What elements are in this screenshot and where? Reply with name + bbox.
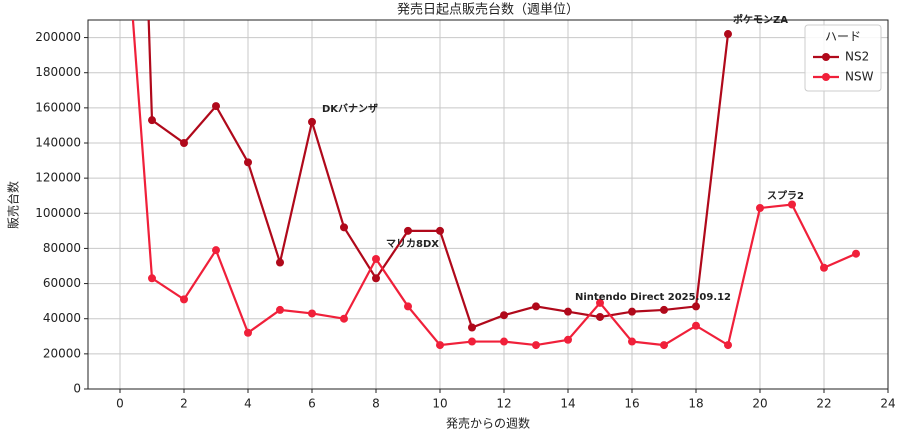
x-tick-label: 0	[116, 397, 124, 411]
data-point	[308, 309, 316, 318]
x-tick-label: 12	[496, 397, 511, 411]
annotation: ポケモンZA	[733, 13, 788, 26]
y-axis-label: 販売台数	[6, 181, 21, 229]
x-tick-label: 22	[816, 397, 831, 411]
data-point	[660, 305, 668, 314]
x-tick-label: 20	[752, 397, 767, 411]
legend-marker	[822, 53, 830, 61]
data-point	[212, 246, 220, 255]
data-point	[148, 116, 156, 125]
data-point	[244, 158, 252, 167]
legend-label: NSW	[845, 70, 874, 84]
x-tick-label: 8	[372, 397, 380, 411]
y-tick-label: 20000	[43, 346, 81, 360]
data-point	[820, 263, 828, 272]
data-point	[276, 305, 284, 314]
data-point	[532, 302, 540, 311]
data-point	[756, 204, 764, 213]
data-point	[404, 302, 412, 311]
data-point	[148, 274, 156, 283]
data-point	[436, 341, 444, 350]
y-tick-label: 80000	[43, 241, 81, 255]
data-point	[788, 200, 796, 209]
data-point	[692, 302, 700, 311]
y-tick-label: 0	[73, 382, 81, 396]
data-point	[276, 258, 284, 267]
data-point	[340, 314, 348, 323]
data-point	[724, 341, 732, 350]
y-tick-label: 120000	[35, 171, 81, 185]
plot-frame	[87, 19, 889, 390]
data-point	[436, 226, 444, 235]
data-point	[308, 117, 316, 126]
data-point	[180, 139, 188, 147]
y-tick-label: 160000	[35, 100, 81, 114]
data-point	[404, 226, 412, 235]
annotation: マリカ8DX	[386, 238, 439, 250]
y-tick-label: 100000	[35, 206, 81, 220]
series-line	[147, 20, 730, 329]
x-tick-label: 16	[624, 397, 639, 411]
plot-area	[131, 20, 860, 350]
series-line	[131, 20, 857, 347]
data-point	[372, 254, 380, 263]
y-tick-label: 60000	[43, 276, 81, 290]
data-point	[468, 323, 476, 332]
annotation: DKバナンザ	[322, 103, 378, 115]
data-point	[500, 311, 508, 320]
data-point	[596, 312, 604, 321]
y-tick-label: 140000	[35, 136, 81, 150]
annotation: Nintendo Direct 2025.09.12	[575, 292, 731, 303]
x-tick-label: 2	[180, 397, 188, 411]
data-point	[852, 249, 860, 258]
data-point	[564, 307, 572, 316]
data-point	[468, 337, 476, 346]
legend-marker	[822, 73, 830, 81]
data-point	[660, 341, 668, 350]
data-point	[372, 274, 380, 283]
data-point	[724, 30, 732, 39]
data-point	[500, 337, 508, 346]
legend-title: ハード	[825, 30, 861, 44]
y-tick-label: 200000	[35, 30, 81, 44]
x-tick-label: 18	[688, 397, 703, 411]
x-tick-label: 14	[560, 397, 575, 411]
data-point	[532, 341, 540, 350]
y-tick-label: 180000	[35, 65, 81, 79]
data-point	[692, 321, 700, 330]
data-point	[212, 102, 220, 111]
data-point	[180, 295, 188, 304]
data-point	[340, 223, 348, 232]
legend-label: NS2	[845, 50, 869, 64]
data-point	[564, 335, 572, 344]
data-point	[628, 337, 636, 346]
chart-title: 発売日起点販売台数（週単位）	[397, 2, 579, 18]
x-tick-label: 6	[308, 397, 316, 411]
data-point	[596, 298, 604, 307]
data-point	[628, 307, 636, 316]
x-tick-label: 10	[432, 397, 447, 411]
x-tick-label: 4	[244, 397, 252, 411]
annotation: スプラ2	[767, 189, 804, 202]
x-axis-label: 発売からの週数	[446, 416, 530, 431]
x-tick-label: 24	[880, 397, 895, 411]
data-point	[244, 328, 252, 337]
y-tick-label: 40000	[43, 311, 81, 325]
